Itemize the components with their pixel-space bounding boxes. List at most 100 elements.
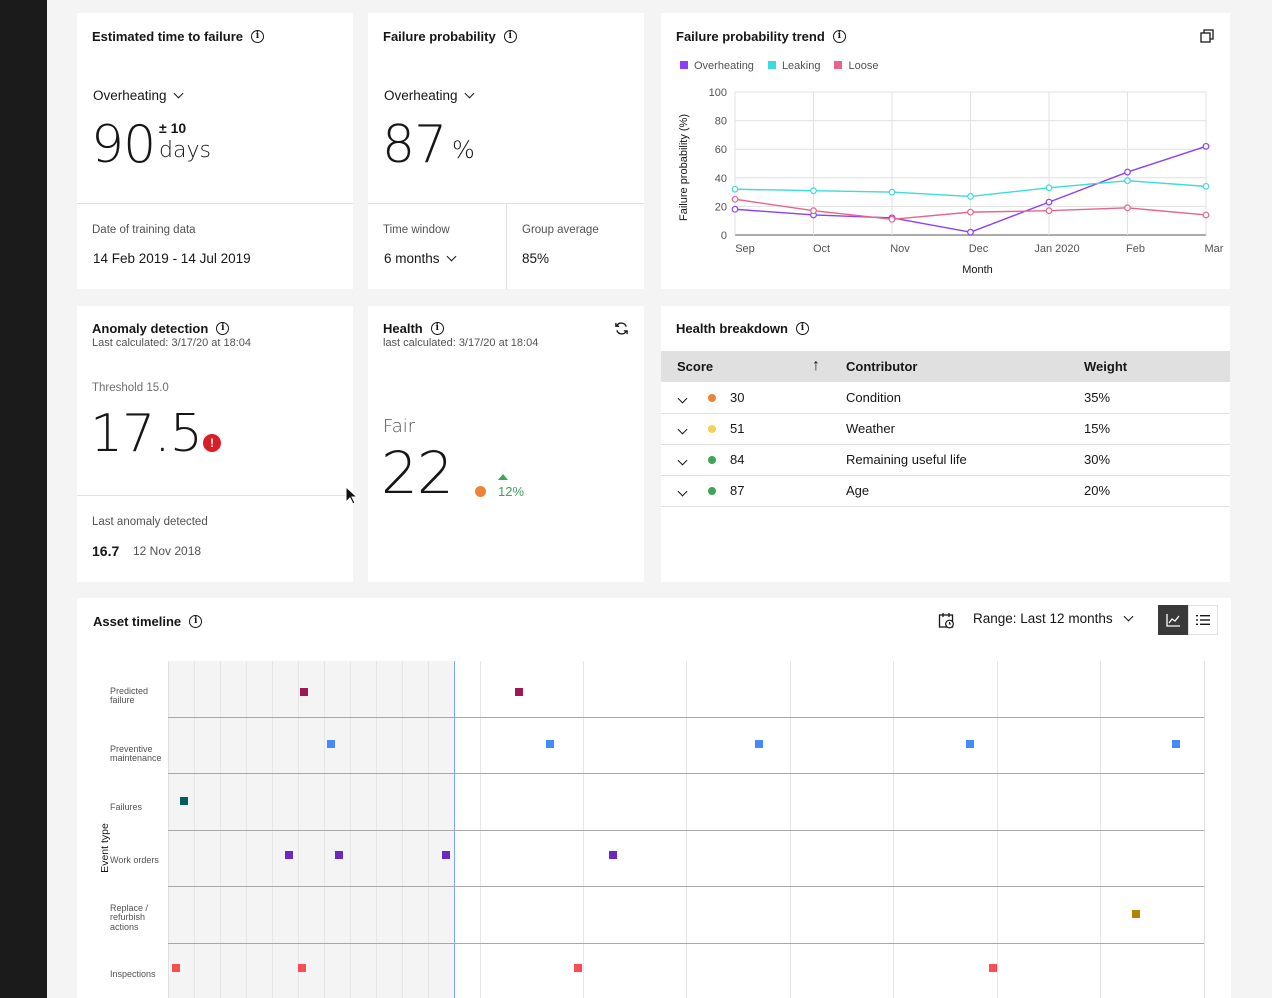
row-divider (168, 942, 1204, 944)
time-window-dropdown[interactable]: 6 months (384, 251, 456, 266)
fp-unit: % (452, 136, 475, 164)
range-dropdown[interactable]: Range: Last 12 months (973, 611, 1134, 626)
group-average-value: 85% (522, 251, 550, 266)
calendar-clock-icon[interactable] (931, 605, 961, 635)
line-chart-icon (1165, 614, 1180, 627)
data-point (810, 207, 817, 215)
info-icon[interactable]: i (189, 615, 203, 628)
row-divider (168, 886, 1204, 887)
timeline-yaxis-label: Event type (99, 823, 111, 873)
x-axis-label: Month (962, 264, 993, 276)
mouse-cursor-icon (345, 486, 359, 505)
data-point (1045, 184, 1053, 192)
sort-arrow-up-icon[interactable]: ↑ (812, 357, 820, 374)
ettf-unit: days (159, 138, 211, 163)
info-icon[interactable]: i (216, 322, 230, 335)
chevron-down-icon[interactable] (677, 455, 688, 466)
data-point (1202, 211, 1210, 219)
data-point (731, 195, 739, 203)
trend-legend: Overheating Leaking Loose (680, 60, 878, 72)
data-point (888, 188, 896, 196)
x-tick-label: Dec (969, 243, 989, 255)
ettf-title: Estimated time to failure i (92, 29, 264, 44)
score-status-dot (708, 393, 716, 402)
anomaly-title: Anomaly detection i (92, 321, 230, 336)
fp-value: 87 (382, 115, 447, 175)
info-icon[interactable]: i (503, 30, 517, 43)
training-data-value: 14 Feb 2019 - 14 Jul 2019 (93, 251, 251, 266)
data-point (967, 228, 974, 236)
data-point (1124, 204, 1131, 212)
event-marker[interactable] (327, 740, 335, 748)
list-view-button[interactable] (1188, 605, 1218, 635)
ettf-card: Estimated time to failure i Overheating 9… (77, 13, 353, 289)
legend-item-leaking[interactable]: Leaking (767, 60, 820, 72)
info-icon[interactable]: i (795, 322, 809, 335)
event-marker[interactable] (335, 851, 343, 859)
trend-chart: 0 20 40 60 80 100 Sep Oct Nov Dec Jan 2020 Feb Mar Mo… (678, 87, 1224, 276)
event-type-label: Preventive maintenance (110, 744, 162, 764)
event-marker[interactable] (989, 964, 997, 972)
table-row[interactable]: 51 Weather 15% (661, 413, 1230, 445)
contributor-column-header[interactable]: Contributor (830, 351, 1068, 382)
event-marker[interactable] (966, 740, 974, 748)
row-divider (168, 829, 1204, 831)
y-tick-label: 0 (721, 230, 727, 242)
data-point (1124, 177, 1131, 185)
event-marker[interactable] (755, 740, 763, 748)
health-last-calculated: last calculated: 3/17/20 at 18:04 (383, 337, 539, 349)
y-tick-label: 80 (715, 116, 727, 128)
trend-card: Failure probability trend i Overheating L… (661, 13, 1230, 289)
event-marker[interactable] (180, 797, 188, 805)
health-card: Health i last calculated: 3/17/20 at 18:0… (368, 306, 644, 582)
weight-column-header[interactable]: Weight (1068, 351, 1230, 382)
data-point (1202, 142, 1210, 150)
threshold-label: Threshold 15.0 (92, 382, 169, 394)
asset-timeline-card: Asset timeline i Range: Last 12 months Ev… (77, 598, 1231, 998)
info-icon[interactable]: i (430, 322, 444, 335)
legend-item-loose[interactable]: Loose (834, 60, 878, 72)
expand-icon[interactable] (1192, 21, 1222, 51)
x-tick-label: Mar (1205, 243, 1224, 255)
data-point (731, 185, 739, 193)
refresh-icon[interactable] (606, 313, 636, 343)
chart-view-button[interactable] (1158, 605, 1188, 635)
chevron-down-icon[interactable] (677, 393, 688, 404)
score-cell: 84 (661, 444, 830, 476)
fp-failure-mode-dropdown[interactable]: Overheating (384, 88, 474, 103)
event-marker[interactable] (546, 740, 554, 748)
health-title: Health i (383, 321, 444, 336)
event-marker[interactable] (574, 964, 582, 972)
event-marker[interactable] (172, 964, 180, 972)
x-tick-label: Jan 2020 (1034, 243, 1079, 255)
x-tick-label: Feb (1126, 243, 1145, 255)
info-icon[interactable]: i (832, 30, 846, 43)
anomaly-value: 17.5 (90, 404, 203, 464)
data-point (967, 208, 974, 216)
y-tick-label: 40 (715, 173, 727, 185)
data-point (888, 215, 896, 223)
info-icon[interactable]: i (250, 30, 264, 43)
ettf-failure-mode-dropdown[interactable]: Overheating (93, 88, 183, 103)
legend-item-overheating[interactable]: Overheating (680, 60, 754, 72)
event-marker[interactable] (298, 964, 306, 972)
failure-probability-card: Failure probability i Overheating 87 % Ti… (368, 13, 644, 289)
event-marker[interactable] (609, 851, 617, 859)
score-cell: 87 (661, 475, 830, 507)
table-row[interactable]: 87 Age 20% (661, 475, 1230, 507)
table-row[interactable]: 30 Condition 35% (661, 382, 1230, 414)
chevron-down-icon[interactable] (677, 486, 688, 497)
score-cell: 30 (661, 382, 830, 414)
score-column-header[interactable]: Score ↑ (661, 351, 830, 382)
event-marker[interactable] (515, 688, 523, 696)
event-marker[interactable] (285, 851, 293, 859)
training-data-label: Date of training data (92, 224, 196, 236)
event-marker[interactable] (442, 851, 450, 859)
last-anomaly-date: 12 Nov 2018 (133, 544, 202, 558)
event-marker[interactable] (300, 688, 308, 696)
event-marker[interactable] (1132, 910, 1140, 918)
chevron-down-icon[interactable] (677, 424, 688, 435)
table-row[interactable]: 84 Remaining useful life 30% (661, 444, 1230, 476)
event-marker[interactable] (1172, 740, 1180, 748)
contributor-cell: Remaining useful life (830, 444, 1068, 476)
